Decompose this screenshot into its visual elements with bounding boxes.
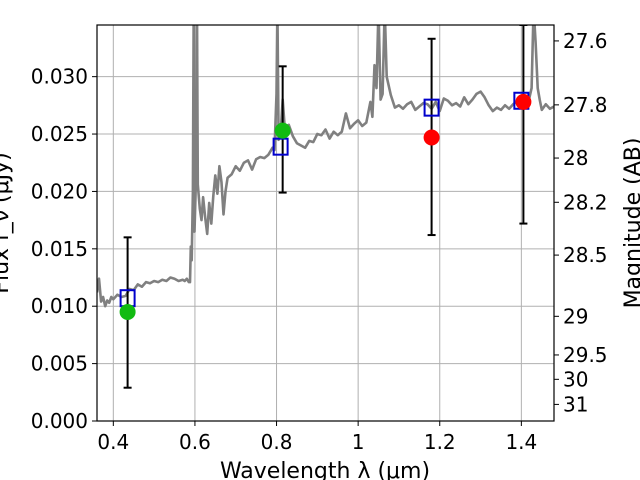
y-tick-label: 0.010 (31, 294, 88, 318)
y-tick-label: 0.030 (31, 65, 88, 89)
observed-point (423, 129, 440, 146)
right-tick-label: 31 (563, 392, 588, 416)
y-tick-label: 0.000 (31, 409, 88, 433)
x-axis-label: Wavelength λ (μm) (220, 459, 430, 480)
x-tick-label: 1 (352, 430, 365, 454)
x-axis-ticks: 0.4 0.6 0.8 1 1.2 1.4 (97, 421, 537, 454)
grid-lines (97, 25, 554, 422)
right-tick-label: 29 (563, 304, 588, 328)
y-tick-label: 0.020 (31, 179, 88, 203)
right-tick-label: 27.6 (563, 29, 608, 53)
model-box-layer (119, 91, 530, 308)
right-axis-label: Magnitude (AB) (621, 138, 640, 309)
observed-point (515, 93, 532, 110)
y-axis-label: Flux f_ν (μJy) (0, 152, 14, 293)
right-tick-label: 28.5 (563, 243, 608, 267)
y-axis-ticks: 0.000 0.005 0.010 0.015 0.020 0.025 0.030 (31, 65, 97, 433)
x-tick-label: 0.8 (261, 430, 293, 454)
observed-point (119, 303, 136, 320)
right-tick-label: 28 (563, 146, 588, 170)
observed-point (274, 122, 291, 139)
right-tick-label: 27.8 (563, 93, 608, 117)
x-tick-label: 1.2 (424, 430, 456, 454)
model-box (272, 137, 289, 156)
right-tick-label: 29.5 (563, 343, 608, 367)
x-tick-label: 1.4 (505, 430, 537, 454)
spectrum-layer (97, 25, 554, 308)
model-box (423, 98, 440, 117)
y-tick-label: 0.025 (31, 122, 88, 146)
y-tick-label: 0.005 (31, 352, 88, 376)
errorbar-layer (123, 25, 528, 389)
spectrum-line (97, 25, 554, 308)
x-tick-label: 0.4 (97, 430, 129, 454)
right-tick-label: 28.2 (563, 190, 608, 214)
observed-point-layer (119, 93, 532, 320)
plot-frame (96, 24, 555, 422)
y-tick-label: 0.015 (31, 237, 88, 261)
x-tick-label: 0.6 (179, 430, 211, 454)
right-tick-label: 30 (563, 367, 588, 391)
